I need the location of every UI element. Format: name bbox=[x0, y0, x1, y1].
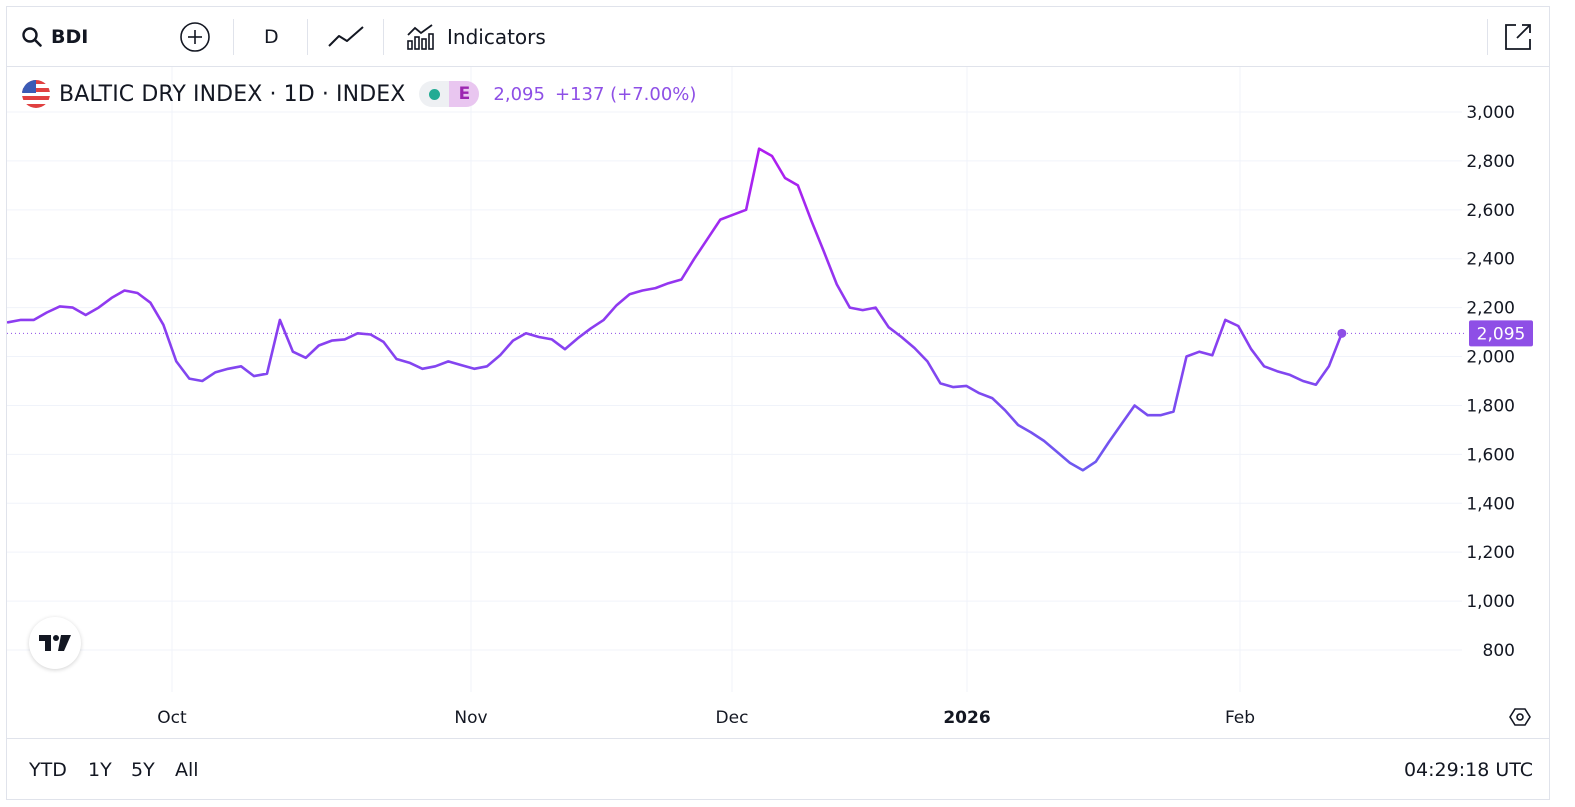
interval-label: D bbox=[264, 26, 279, 48]
y-tick-label: 800 bbox=[1483, 641, 1515, 661]
range-all-button[interactable]: All bbox=[175, 759, 199, 781]
chart-widget: BDI D Indi bbox=[6, 6, 1550, 800]
line-chart-icon bbox=[328, 26, 364, 47]
plus-circle-icon bbox=[180, 22, 210, 52]
toolbar-divider bbox=[233, 19, 234, 55]
price-change: +137 (+7.00%) bbox=[554, 83, 697, 105]
y-tick-label: 1,400 bbox=[1466, 494, 1515, 514]
range-5y-button[interactable]: 5Y bbox=[131, 759, 155, 781]
axis-settings-icon[interactable] bbox=[1509, 708, 1531, 726]
y-tick-label: 2,400 bbox=[1466, 250, 1515, 270]
y-tick-label: 1,600 bbox=[1466, 445, 1515, 465]
compare-button[interactable] bbox=[179, 7, 211, 67]
series-layer: 2,095 bbox=[7, 147, 1533, 472]
series-line bbox=[7, 147, 1344, 472]
toolbar-divider bbox=[383, 19, 384, 55]
interval-button[interactable]: D bbox=[264, 7, 279, 67]
x-tick-label: Dec bbox=[716, 708, 749, 728]
search-icon bbox=[22, 27, 42, 47]
price-axis: 800 1,000 1,200 1,400 1,600 1,800 2,000 2,200 2,… bbox=[1466, 103, 1515, 661]
last-value: 2,095 bbox=[493, 83, 545, 105]
last-price-marker bbox=[1337, 328, 1347, 338]
y-tick-label: 2,000 bbox=[1466, 348, 1515, 368]
y-tick-label: 1,000 bbox=[1466, 592, 1515, 612]
chart-type-button[interactable] bbox=[327, 7, 365, 67]
y-tick-label: 3,000 bbox=[1466, 103, 1515, 123]
symbol-title: BALTIC DRY INDEX · 1D · INDEX bbox=[59, 81, 406, 107]
open-external-button[interactable] bbox=[1503, 7, 1533, 67]
status-dot-wrap bbox=[419, 81, 449, 107]
indicators-label: Indicators bbox=[447, 25, 546, 49]
indicators-button[interactable]: Indicators bbox=[405, 7, 546, 67]
chart-grid bbox=[7, 67, 1462, 692]
status-badge: E bbox=[449, 81, 480, 107]
last-price-label-bg bbox=[1469, 320, 1533, 347]
external-link-icon bbox=[1505, 24, 1531, 50]
chart-legend: BALTIC DRY INDEX · 1D · INDEX E 2,095 +1… bbox=[21, 79, 696, 109]
indicators-icon bbox=[407, 24, 434, 50]
y-tick-label: 2,800 bbox=[1466, 152, 1515, 172]
time-axis: Oct Nov Dec 2026 Feb bbox=[157, 708, 1531, 728]
symbol-search[interactable]: BDI bbox=[21, 7, 88, 67]
bottom-toolbar: YTD 1Y 5Y All 04:29:18 UTC bbox=[7, 738, 1549, 800]
last-price-label: 2,095 bbox=[1477, 324, 1526, 344]
y-tick-label: 1,200 bbox=[1466, 543, 1515, 563]
price-chart[interactable]: 800 1,000 1,200 1,400 1,600 1,800 2,000 2,200 2,… bbox=[7, 7, 1549, 732]
symbol-name: BDI bbox=[51, 26, 89, 48]
y-tick-label: 1,800 bbox=[1466, 396, 1515, 416]
toolbar-divider bbox=[307, 19, 308, 55]
market-status[interactable]: E bbox=[419, 81, 480, 107]
status-dot bbox=[428, 88, 440, 100]
top-toolbar: BDI D Indi bbox=[7, 7, 1549, 67]
x-tick-label: 2026 bbox=[943, 708, 990, 728]
tv-logo-icon bbox=[39, 635, 71, 651]
us-flag-icon bbox=[22, 80, 50, 108]
toolbar-divider bbox=[1487, 19, 1488, 55]
y-tick-label: 2,600 bbox=[1466, 201, 1515, 221]
utc-clock: 04:29:18 UTC bbox=[1403, 759, 1533, 781]
x-tick-label: Oct bbox=[157, 708, 187, 728]
tradingview-logo[interactable] bbox=[29, 617, 81, 669]
y-tick-label: 2,200 bbox=[1466, 299, 1515, 319]
x-tick-label: Nov bbox=[454, 708, 487, 728]
range-1y-button[interactable]: 1Y bbox=[88, 759, 112, 781]
range-ytd-button[interactable]: YTD bbox=[29, 759, 67, 781]
x-tick-label: Feb bbox=[1225, 708, 1255, 728]
